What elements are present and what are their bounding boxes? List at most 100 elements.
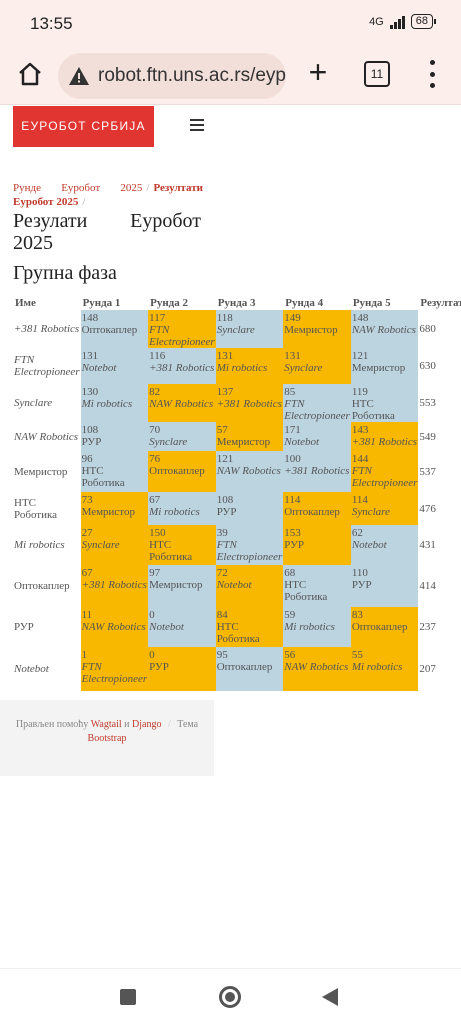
new-tab-plus-icon[interactable]: + — [308, 54, 328, 90]
round-points: 83 — [351, 609, 363, 621]
more-vert-icon[interactable] — [424, 60, 440, 88]
round-cell: 0 Notebot — [148, 607, 216, 647]
round-cell: 110 РУР — [350, 565, 419, 607]
round-points: 62 — [351, 527, 363, 539]
browser-toolbar: robot.ftn.uns.ac.rs/eyp + 11 — [0, 48, 461, 105]
round-cell: 97 Мемристор — [148, 565, 216, 607]
round-points: 70 — [149, 424, 161, 436]
breadcrumb-link-rounds[interactable]: Рунде Еуробот 2025 — [13, 182, 143, 194]
round-points: 114 — [351, 494, 368, 506]
column-header: Рунда 1 — [82, 297, 121, 309]
round-opponent: НТС Роботика — [216, 621, 260, 645]
round-opponent: FTN Electropioneer — [81, 661, 148, 685]
round-cell: 67 +381 Robotics — [80, 565, 149, 607]
round-cell: 56 NAW Robotics — [283, 647, 351, 691]
tab-switcher-button[interactable]: 11 — [364, 61, 390, 87]
round-points: 82 — [149, 386, 161, 398]
round-cell: 148 NAW Robotics — [350, 310, 419, 348]
round-opponent: РУР — [284, 539, 304, 551]
round-opponent: НТС Роботика — [81, 465, 125, 489]
round-opponent: Оптокаплер — [216, 661, 273, 673]
table-header-row: Име Рунда 1 Рунда 2 Рунда 3 Рунда 4 Рунда 5 Ре… — [13, 296, 461, 310]
round-points: 144 — [351, 453, 369, 465]
round-opponent: Mi robotics — [216, 362, 268, 374]
footer-made-with: Прављен помоћу — [15, 719, 89, 730]
team-name: Synclare — [14, 397, 53, 409]
round-opponent: Synclare — [216, 324, 255, 336]
round-cell: 171 Notebot — [283, 422, 351, 451]
home-nav-icon[interactable] — [219, 986, 241, 1008]
page-title: Резулати Еуробот 2025 — [13, 210, 201, 254]
round-opponent: Оптокаплер — [149, 465, 205, 477]
round-points: 73 — [81, 494, 93, 506]
round-points: 153 — [284, 527, 301, 539]
column-header: Рунда 4 — [285, 297, 324, 309]
round-points: 97 — [149, 567, 161, 579]
round-opponent: Notebot — [351, 539, 387, 551]
round-cell: 131 Synclare — [283, 348, 351, 384]
round-cell: 100 +381 Robotics — [283, 451, 351, 492]
round-opponent: Synclare — [351, 506, 390, 518]
round-points: 72 — [216, 567, 228, 579]
footer-link-django[interactable]: Django — [132, 719, 162, 730]
round-points: 131 — [81, 350, 99, 362]
footer-and: и — [124, 719, 130, 730]
round-points: 117 — [149, 312, 166, 324]
round-opponent: NAW Robotics — [149, 398, 214, 410]
footer-link-bootstrap[interactable]: Bootstrap — [87, 733, 127, 744]
table-row: РУР 11 NAW Robotics 0 Notebot 84 НТС Роботика 5… — [13, 607, 461, 647]
round-cell: 96 НТС Роботика — [80, 451, 149, 492]
round-points: 76 — [149, 453, 161, 465]
round-opponent: NAW Robotics — [81, 621, 146, 633]
footer: Прављен помоћу Wagtail и Django / Тема B… — [0, 700, 214, 776]
round-opponent: Notebot — [81, 362, 117, 374]
team-name: Notebot — [14, 663, 49, 675]
round-opponent: NAW Robotics — [216, 465, 281, 477]
round-points: 171 — [284, 424, 301, 436]
round-opponent: Notebot — [149, 621, 184, 633]
results-table: Име Рунда 1 Рунда 2 Рунда 3 Рунда 4 Рунда 5 Ре… — [13, 296, 461, 691]
round-cell: 0 РУР — [148, 647, 216, 691]
round-opponent: Notebot — [216, 579, 252, 591]
round-cell: 131 Mi robotics — [215, 348, 284, 384]
address-bar[interactable]: robot.ftn.uns.ac.rs/eyp — [58, 53, 286, 99]
round-points: 85 — [284, 386, 296, 398]
round-cell: 121 NAW Robotics — [215, 451, 284, 492]
round-cell: 70 Synclare — [148, 422, 216, 451]
round-cell: 143 +381 Robotics — [350, 422, 419, 451]
round-opponent: Оптокаплер — [81, 324, 138, 336]
round-opponent: Мемристор — [284, 324, 338, 336]
round-opponent: FTN Electropioneer — [284, 398, 350, 422]
site-brand-button[interactable]: ЕУРОБОТ СРБИЈА — [13, 106, 154, 147]
warning-icon[interactable] — [68, 65, 90, 87]
round-cell: 95 Оптокаплер — [215, 647, 284, 691]
breadcrumb-current: Резултати Еуробот 2025 — [13, 182, 203, 208]
round-cell: 114 Оптокаплер — [283, 492, 351, 525]
url-text: robot.ftn.uns.ac.rs/eyp — [98, 65, 286, 86]
round-points: 96 — [81, 453, 93, 465]
round-cell: 130 Mi robotics — [80, 384, 149, 422]
network-label: 4G — [369, 15, 384, 28]
back-icon[interactable] — [322, 988, 338, 1006]
footer-link-wagtail[interactable]: Wagtail — [90, 719, 122, 730]
round-opponent: +381 Robotics — [149, 362, 215, 374]
round-cell: 108 РУР — [215, 492, 284, 525]
round-cell: 55 Mi robotics — [350, 647, 419, 691]
team-score: 537 — [419, 465, 436, 478]
round-opponent: Мемристор — [351, 362, 406, 374]
recents-icon[interactable] — [120, 989, 136, 1005]
hamburger-menu-icon[interactable] — [190, 119, 204, 131]
table-body: +381 Robotics 148 Оптокаплер 117 FTN Electro… — [13, 310, 461, 691]
team-name: НТС Роботика — [14, 496, 58, 521]
round-points: 118 — [216, 312, 233, 324]
round-points: 149 — [284, 312, 301, 324]
round-opponent: НТС Роботика — [351, 398, 395, 422]
round-opponent: РУР — [216, 506, 237, 518]
round-points: 11 — [81, 609, 93, 621]
round-points: 108 — [81, 424, 99, 436]
round-opponent: РУР — [351, 579, 372, 591]
home-icon[interactable] — [16, 60, 44, 88]
round-cell: 67 Mi robotics — [148, 492, 216, 525]
round-points: 114 — [284, 494, 301, 506]
table-row: Synclare 130 Mi robotics 82 NAW Robotics 137 +… — [13, 384, 461, 422]
